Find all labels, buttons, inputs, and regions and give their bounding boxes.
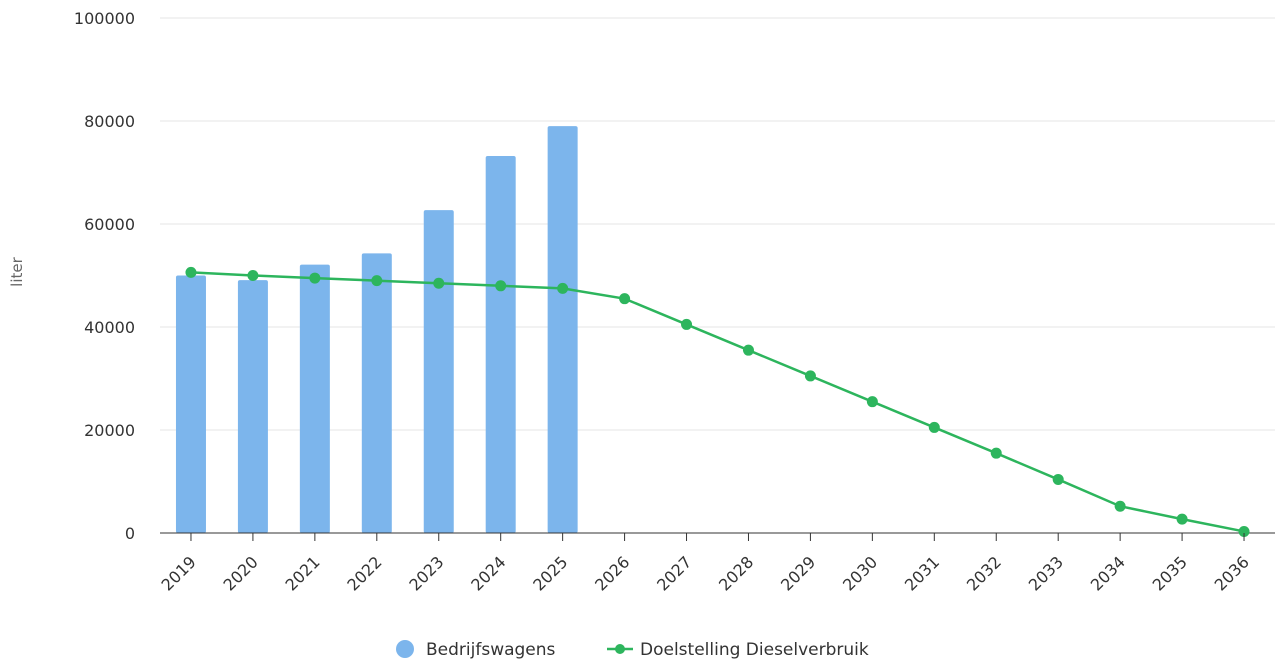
line-point[interactable]	[247, 270, 259, 281]
y-tick-label: 0	[125, 524, 135, 543]
line-point[interactable]	[742, 344, 754, 356]
legend-line-dot	[615, 644, 625, 654]
line-point[interactable]	[495, 280, 507, 292]
x-tick-label: 2027	[653, 552, 695, 594]
line-point[interactable]	[990, 447, 1002, 459]
x-tick-label: 2033	[1025, 552, 1067, 594]
x-tick-label: 2030	[839, 552, 881, 594]
y-tick-label: 40000	[84, 318, 135, 337]
y-axis-ticks: 0 20000 40000 60000 80000 100000	[74, 9, 135, 543]
x-tick-label: 2024	[467, 552, 509, 594]
line-point[interactable]	[1114, 500, 1126, 512]
bar[interactable]	[175, 275, 206, 534]
y-tick-label: 60000	[84, 215, 135, 234]
line-point[interactable]	[1052, 473, 1064, 485]
bar[interactable]	[547, 126, 578, 534]
x-tick-label: 2026	[591, 552, 633, 594]
line-point[interactable]	[1176, 513, 1188, 525]
x-tick-label: 2036	[1211, 552, 1253, 594]
bar[interactable]	[485, 156, 516, 533]
bar[interactable]	[361, 253, 392, 534]
bar[interactable]	[423, 210, 454, 533]
line-point[interactable]	[928, 421, 940, 433]
legend-bar-marker[interactable]	[396, 640, 414, 658]
bar-series	[175, 126, 578, 534]
line-path	[190, 271, 1245, 533]
x-tick-label: 2028	[715, 552, 757, 594]
x-tick-label: 2021	[281, 552, 323, 594]
x-axis-ticks: 2019 2020 2021 2022 2023 2024 2025 2026 2027 2028…	[158, 533, 1253, 595]
x-tick-label: 2022	[343, 552, 385, 594]
line-point[interactable]	[185, 266, 197, 278]
y-tick-label: 100000	[74, 9, 135, 28]
legend: Bedrijfswagens Doelstelling Dieselverbru…	[396, 640, 869, 660]
bar[interactable]	[299, 264, 330, 533]
line-point[interactable]	[371, 275, 383, 287]
y-tick-label: 80000	[84, 112, 135, 131]
legend-label-line[interactable]: Doelstelling Dieselverbruik	[640, 640, 869, 660]
y-tick-label: 20000	[84, 421, 135, 440]
legend-label-bars[interactable]: Bedrijfswagens	[426, 640, 556, 660]
bar[interactable]	[237, 280, 268, 533]
line-point[interactable]	[309, 272, 321, 284]
line-point[interactable]	[619, 293, 631, 305]
x-tick-label: 2025	[529, 552, 571, 594]
line-point[interactable]	[804, 370, 816, 382]
x-tick-label: 2035	[1149, 552, 1191, 594]
x-tick-label: 2029	[777, 552, 819, 594]
line-point[interactable]	[1238, 525, 1250, 537]
x-tick-label: 2019	[158, 552, 200, 594]
grid-lines	[160, 17, 1275, 431]
x-tick-label: 2023	[405, 552, 447, 594]
line-point[interactable]	[557, 282, 569, 294]
line-series	[185, 266, 1250, 537]
line-point[interactable]	[433, 277, 445, 289]
y-axis-label: liter	[8, 256, 26, 286]
line-point[interactable]	[681, 318, 693, 330]
x-tick-label: 2032	[963, 552, 1005, 594]
x-tick-label: 2031	[901, 552, 943, 594]
line-point[interactable]	[866, 396, 878, 408]
x-tick-label: 2020	[220, 552, 262, 594]
x-tick-label: 2034	[1087, 552, 1129, 594]
